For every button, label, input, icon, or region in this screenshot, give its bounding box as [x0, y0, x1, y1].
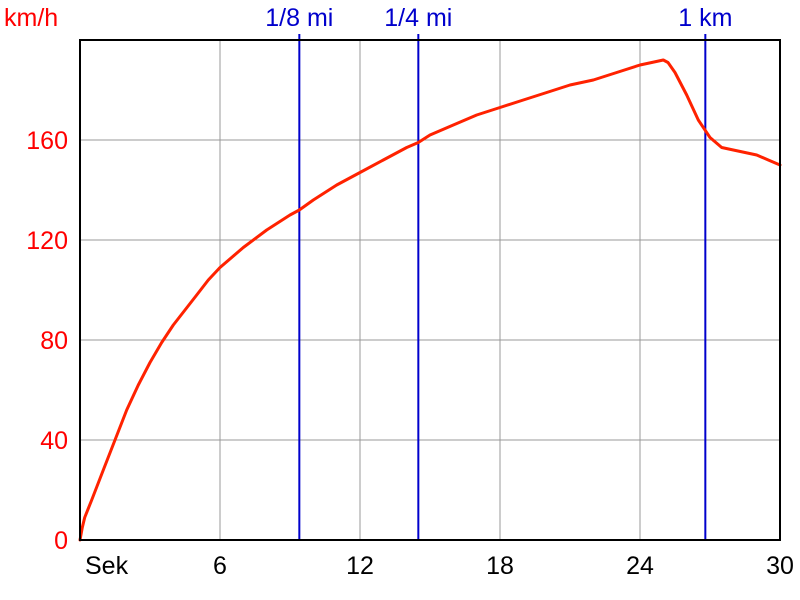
- distance-markers: 1/8 mi 1/4 mi 1 km: [265, 4, 732, 540]
- y-axis-label: km/h: [4, 4, 58, 32]
- y-axis-ticks: 0 40 80 120 160: [26, 127, 68, 555]
- distance-marker-label: 1/4 mi: [384, 4, 452, 32]
- x-tick-label: Sek: [85, 552, 129, 580]
- distance-marker-label: 1 km: [678, 4, 732, 32]
- x-tick-label: 12: [346, 552, 374, 580]
- series-layer: [78, 58, 782, 542]
- distance-marker-label: 1/8 mi: [265, 4, 333, 32]
- x-axis-ticks: Sek 6 12 18 24 30: [85, 552, 794, 580]
- y-tick-label: 0: [54, 527, 68, 555]
- y-tick-label: 120: [26, 227, 68, 255]
- speed-series-line: [78, 58, 782, 542]
- y-tick-label: 160: [26, 127, 68, 155]
- plot-frame: [79, 39, 781, 541]
- x-tick-label: 30: [766, 552, 794, 580]
- grid: [80, 40, 780, 540]
- y-tick-label: 40: [40, 427, 68, 455]
- x-tick-label: 18: [486, 552, 514, 580]
- x-tick-label: 6: [213, 552, 227, 580]
- y-tick-label: 80: [40, 327, 68, 355]
- x-tick-label: 24: [626, 552, 654, 580]
